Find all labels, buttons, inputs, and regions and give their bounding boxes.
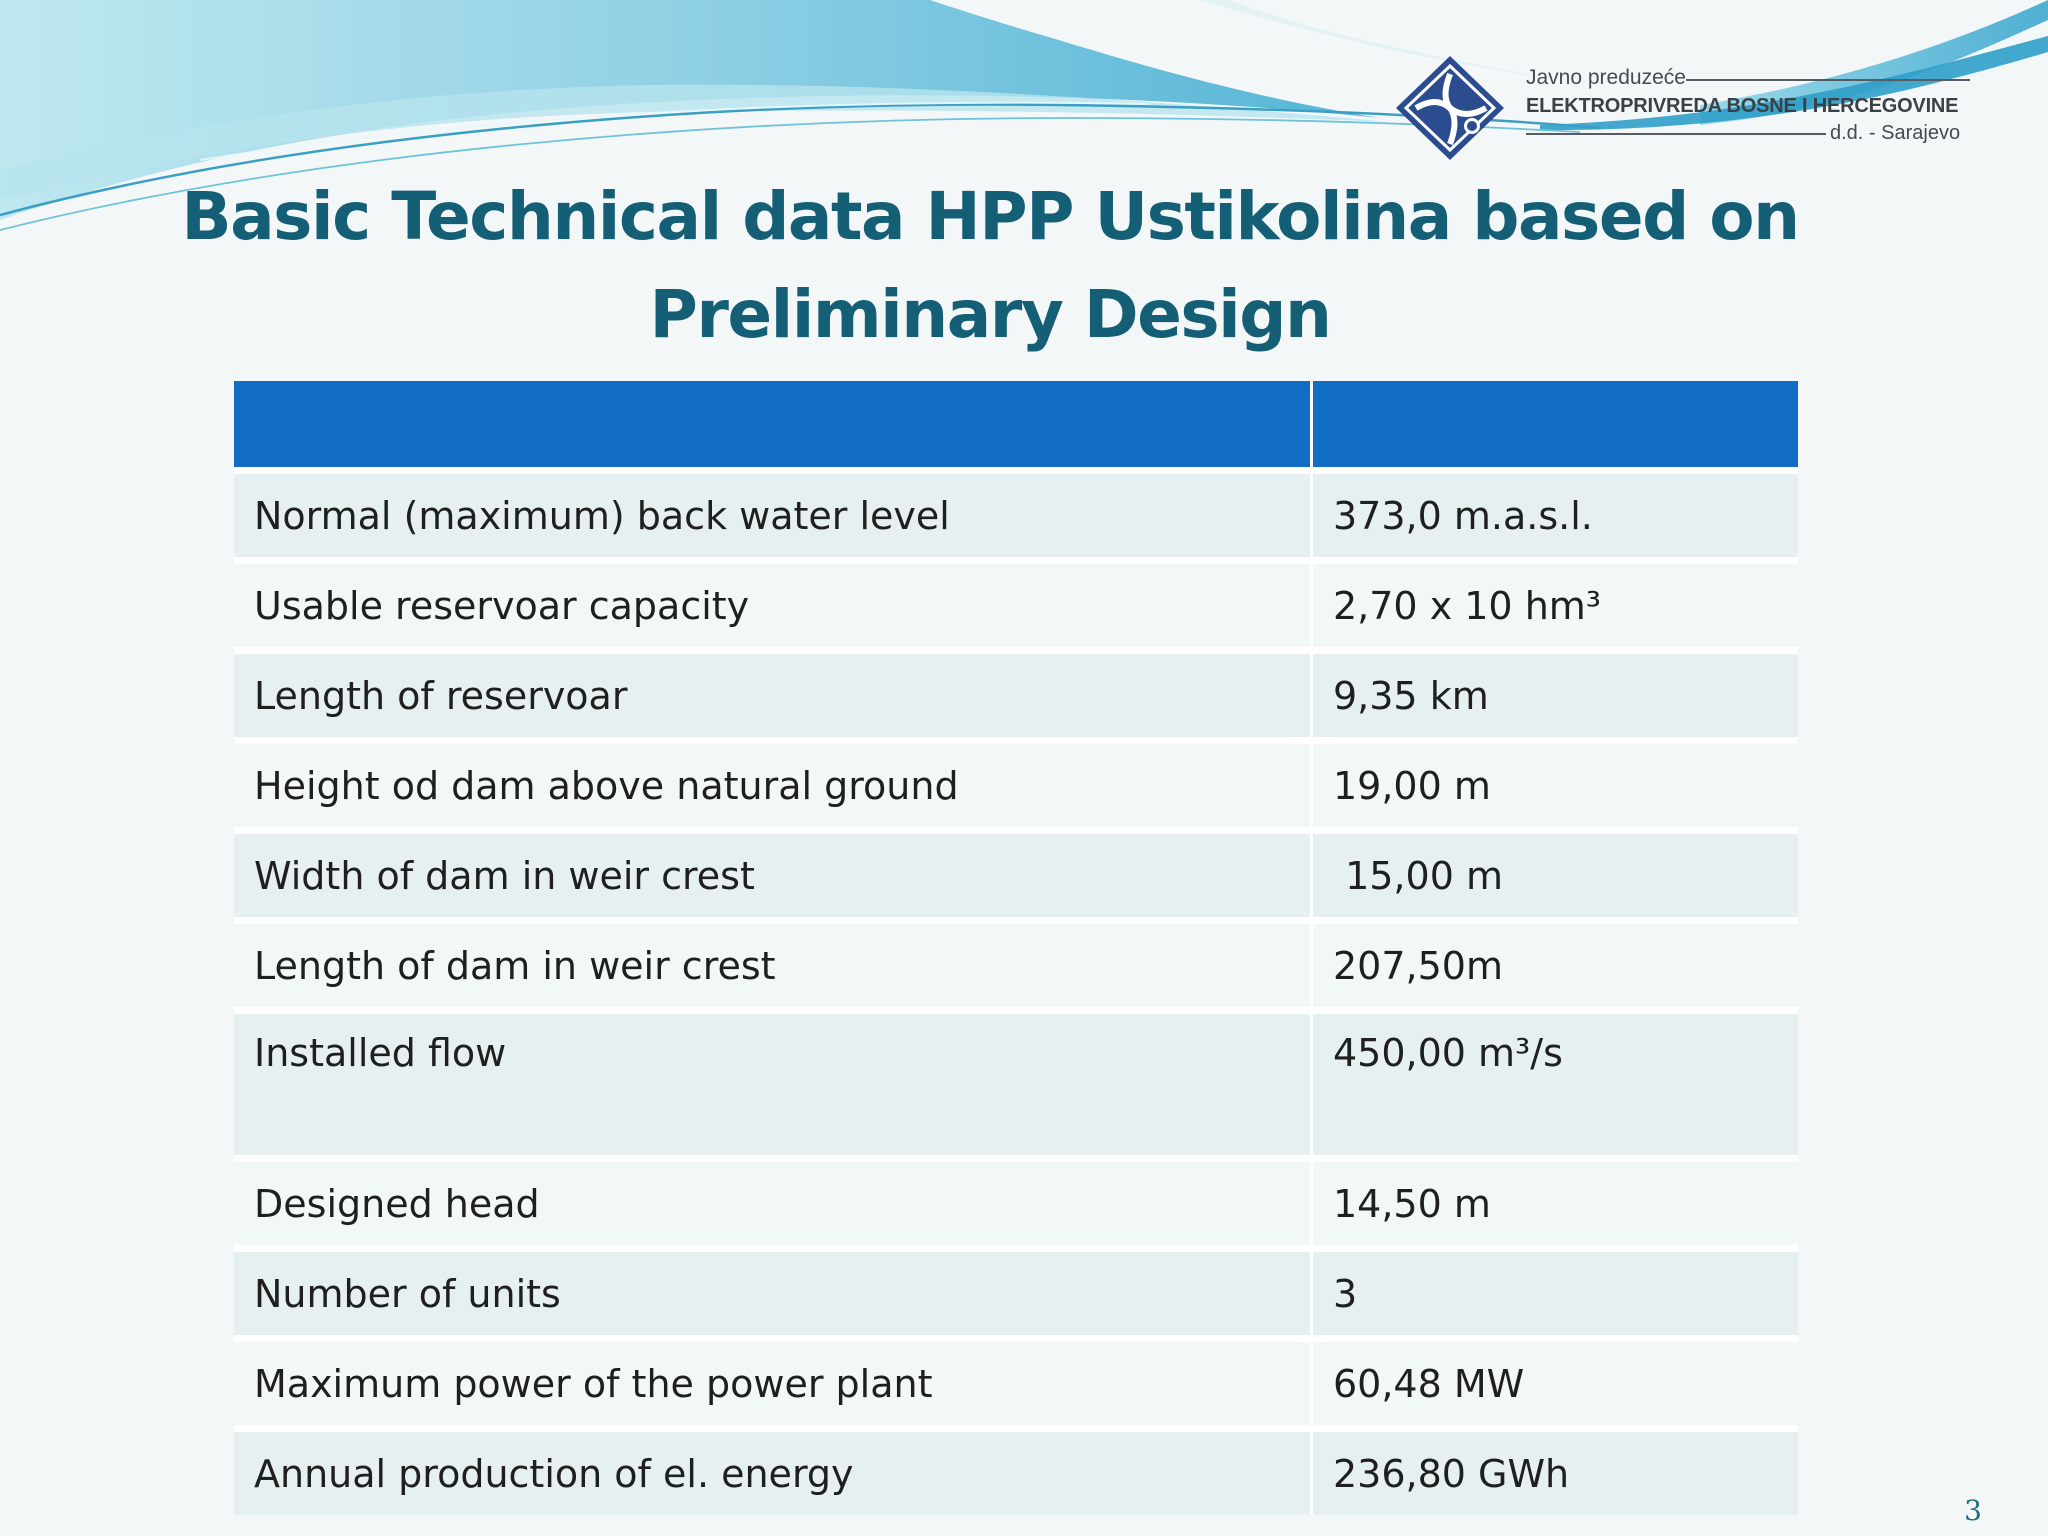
slide-page-number: 3 — [1964, 1494, 1982, 1527]
logo-divider — [1686, 79, 1970, 81]
table-row: Width of dam in weir crest 15,00 m — [234, 827, 1798, 921]
parameter-cell: Normal (maximum) back water level — [234, 467, 1313, 561]
value-cell: 373,0 m.a.s.l. — [1311, 467, 1798, 561]
table-row: Length of reservoar 9,35 km — [234, 647, 1798, 741]
table-row: Number of units 3 — [234, 1245, 1798, 1339]
parameter-cell: Width of dam in weir crest — [234, 827, 1313, 921]
table-header-cell-value — [1311, 381, 1798, 471]
logo-text-javno-preduzece: Javno preduzeće — [1526, 66, 1686, 89]
value-cell: 19,00 m — [1311, 737, 1798, 831]
value-cell: 15,00 m — [1311, 827, 1798, 921]
parameter-cell: Installed flow — [234, 1007, 1313, 1159]
value-cell: 207,50m — [1311, 917, 1798, 1011]
table-row: Height od dam above natural ground 19,00… — [234, 737, 1798, 831]
table-row: Normal (maximum) back water level 373,0 … — [234, 467, 1798, 561]
table-row: Annual production of el. energy 236,80 G… — [234, 1425, 1798, 1515]
company-logo: Javno preduzeće ELEKTROPRIVREDA BOSNE I … — [1390, 52, 1980, 162]
value-cell: 3 — [1311, 1245, 1798, 1339]
value-cell: 450,00 m³/s — [1311, 1007, 1798, 1159]
slide-title: Basic Technical data HPP Ustikolina base… — [181, 178, 1800, 353]
table-row: Designed head 14,50 m — [234, 1155, 1798, 1249]
table-row: Length of dam in weir crest 207,50m — [234, 917, 1798, 1011]
technical-data-table: Normal (maximum) back water level 373,0 … — [234, 381, 1798, 1515]
logo-text-location: d.d. - Sarajevo — [1830, 122, 1961, 144]
value-cell: 60,48 MW — [1311, 1335, 1798, 1429]
parameter-cell: Annual production of el. energy — [234, 1425, 1313, 1515]
table-row: Usable reservoar capacity 2,70 x 10 hm³ — [234, 557, 1798, 651]
parameter-cell: Height od dam above natural ground — [234, 737, 1313, 831]
value-cell: 14,50 m — [1311, 1155, 1798, 1249]
parameter-cell: Usable reservoar capacity — [234, 557, 1313, 651]
elektroprivreda-emblem-icon — [1396, 56, 1504, 160]
value-cell: 9,35 km — [1311, 647, 1798, 741]
parameter-cell: Designed head — [234, 1155, 1313, 1249]
parameter-cell: Length of dam in weir crest — [234, 917, 1313, 1011]
parameter-cell: Maximum power of the power plant — [234, 1335, 1313, 1429]
parameter-cell: Number of units — [234, 1245, 1313, 1339]
table-header-row — [234, 381, 1798, 471]
table-row: Maximum power of the power plant 60,48 M… — [234, 1335, 1798, 1429]
table-header-cell-parameter — [234, 381, 1313, 471]
logo-divider — [1526, 133, 1826, 135]
parameter-cell: Length of reservoar — [234, 647, 1313, 741]
table-row: Installed flow 450,00 m³/s — [234, 1007, 1798, 1159]
value-cell: 2,70 x 10 hm³ — [1311, 557, 1798, 651]
logo-company-name: ELEKTROPRIVREDA BOSNE I HERCEGOVINE — [1526, 95, 1959, 117]
value-cell: 236,80 GWh — [1311, 1425, 1798, 1515]
